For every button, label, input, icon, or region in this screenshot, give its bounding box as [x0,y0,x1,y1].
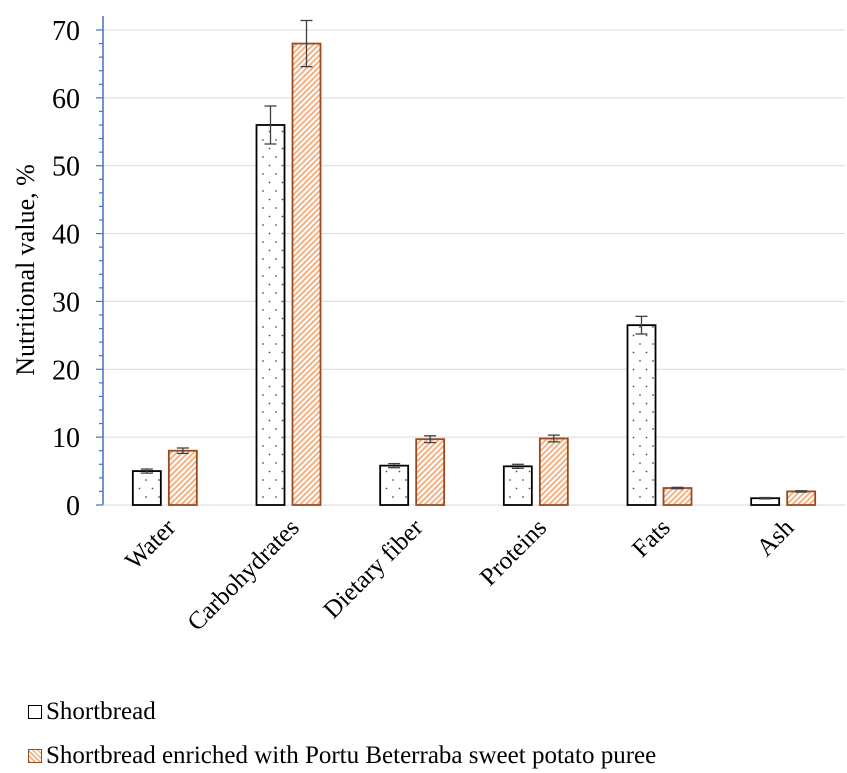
bar-enriched-dietary-fiber [415,438,446,506]
bar-shortbread-water [131,470,162,506]
bar-shortbread-fats [626,324,657,506]
legend-swatch-icon [28,749,42,763]
bar-enriched-fats [662,487,693,506]
legend-swatch-icon [28,705,42,719]
error-bars [140,19,808,500]
category-labels: Water Carbohydrates Dietary fiber Proteins F… [120,514,800,637]
legend-label: Shortbread [46,698,156,725]
gridlines [103,29,845,438]
y-tick-label: 50 [52,152,80,183]
y-tick-label: 0 [66,491,80,522]
bar-enriched-ash [786,490,817,506]
y-tick-label: 70 [52,16,80,47]
x-category-label: Ash [752,514,800,562]
bar-enriched-water [167,449,198,506]
y-tick-label: 10 [52,423,80,454]
legend-label: Shortbread enriched with Portu Beterraba… [46,742,657,769]
bar-chart: 0 10 20 30 40 50 60 70 Water Carbohydrates Dietar… [11,16,845,637]
legend-item-shortbread: Shortbread [28,698,156,726]
bar-enriched-proteins [538,437,569,506]
bar-shortbread-carbohydrates [255,124,286,506]
bar-shortbread-proteins [502,465,533,506]
y-tick-label: 20 [52,355,80,386]
y-axis: 0 10 20 30 40 50 60 70 [52,16,845,522]
y-tick-label: 60 [52,84,80,115]
x-category-label: Proteins [475,514,552,591]
bar-shortbread-dietary-fiber [379,464,410,506]
x-category-label: Dietary fiber [319,514,429,624]
y-axis-label: Nutritional value, % [11,164,40,376]
x-category-label: Water [120,514,181,575]
y-tick-label: 30 [52,287,80,318]
bars [131,42,817,506]
bar-enriched-carbohydrates [291,42,322,506]
y-tick-label: 40 [52,220,80,251]
x-category-label: Carbohydrates [183,514,305,636]
x-category-label: Fats [627,514,676,563]
legend-item-enriched-shortbread: Shortbread enriched with Portu Beterraba… [28,742,656,770]
